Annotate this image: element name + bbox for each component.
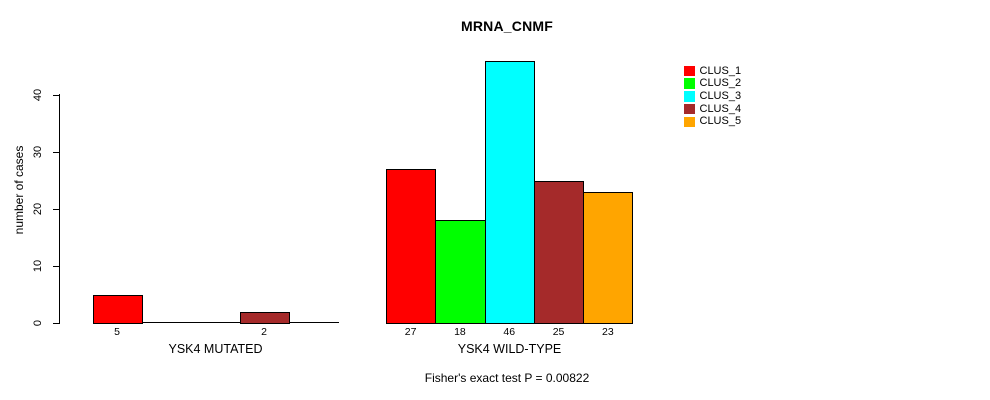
bar-clus_1: [92, 294, 143, 324]
legend-entry: CLUS_2: [684, 78, 741, 90]
bar-clus_4: [533, 180, 585, 324]
bar-clus_2: [435, 220, 486, 324]
y-axis-label: number of cases: [12, 145, 26, 235]
y-tick-label: 40: [32, 88, 44, 102]
y-axis: [59, 94, 60, 323]
bar-value-label: 2: [261, 326, 267, 338]
bar-clus_2-zero: [141, 322, 192, 323]
y-tick: [52, 265, 60, 267]
legend-swatch-clus_4: [684, 103, 695, 115]
y-tick-label: 0: [32, 319, 44, 327]
group-label-ysk4-wild-type: YSK4 WILD-TYPE: [457, 342, 562, 356]
y-tick: [52, 94, 60, 96]
fisher-test-annotation: Fisher's exact test P = 0.00822: [424, 371, 590, 385]
legend-label: CLUS_5: [699, 115, 742, 128]
legend-label: CLUS_2: [699, 77, 742, 90]
y-tick: [52, 151, 60, 153]
legend-swatch-clus_3: [684, 91, 695, 102]
bar-value-label: 46: [503, 326, 516, 338]
bar-clus_4: [239, 311, 290, 324]
legend-label: CLUS_4: [699, 102, 742, 115]
bar-value-label: 5: [114, 326, 120, 338]
legend-entry: CLUS_1: [684, 65, 741, 77]
y-tick-label: 20: [32, 202, 44, 216]
y-tick: [52, 208, 60, 210]
bar-value-label: 27: [404, 326, 417, 338]
y-tick: [52, 322, 60, 324]
bar-clus_3: [484, 60, 535, 324]
bar-clus_1: [386, 169, 437, 324]
legend-swatch-clus_1: [684, 65, 695, 77]
group-label-ysk4-mutated: YSK4 MUTATED: [168, 342, 263, 356]
bar-clus_5-zero: [288, 322, 339, 323]
legend-entry: CLUS_4: [684, 103, 741, 115]
bar-value-label: 25: [552, 326, 565, 338]
legend-label: CLUS_3: [699, 89, 742, 102]
y-tick-label: 10: [32, 259, 44, 273]
legend-swatch-clus_2: [684, 78, 695, 89]
bar-value-label: 23: [601, 326, 614, 338]
legend-label: CLUS_1: [699, 64, 742, 77]
legend-entry: CLUS_5: [684, 116, 741, 128]
chart-title: MRNA_CNMF: [460, 18, 553, 34]
bar-clus_5: [583, 191, 634, 324]
bar-clus_3-zero: [190, 322, 241, 323]
y-tick-label: 30: [32, 145, 44, 159]
legend-swatch-clus_5: [684, 116, 695, 128]
legend-entry: CLUS_3: [684, 90, 741, 102]
bar-value-label: 18: [454, 326, 466, 338]
